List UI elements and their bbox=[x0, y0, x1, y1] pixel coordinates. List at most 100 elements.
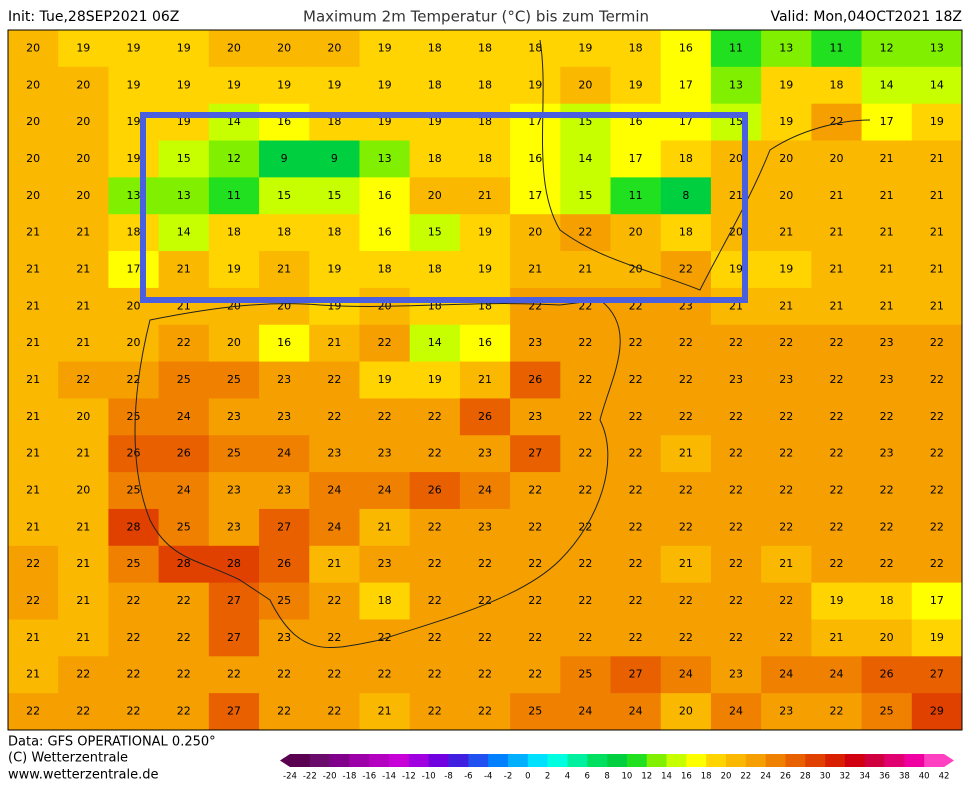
temperature-cell bbox=[409, 508, 461, 547]
temperature-value: 17 bbox=[629, 152, 643, 165]
temperature-value: 22 bbox=[177, 594, 191, 607]
temperature-cell bbox=[911, 693, 963, 731]
temperature-value: 20 bbox=[327, 41, 341, 54]
temperature-value: 13 bbox=[779, 41, 793, 54]
temperature-cell bbox=[761, 398, 812, 436]
temperature-value: 17 bbox=[679, 78, 693, 91]
temperature-cell bbox=[459, 435, 511, 473]
colorbar-segment bbox=[369, 754, 390, 767]
copyright: (C) Wetterzentrale bbox=[8, 751, 128, 766]
temperature-cell bbox=[58, 435, 109, 473]
temperature-cell bbox=[660, 287, 712, 326]
temperature-cell bbox=[660, 693, 712, 731]
temperature-cell bbox=[359, 30, 411, 68]
temperature-value: 21 bbox=[880, 262, 894, 275]
temperature-value: 22 bbox=[578, 447, 592, 460]
temperature-value: 19 bbox=[729, 262, 743, 275]
temperature-value: 15 bbox=[729, 115, 743, 128]
colorbar-segment bbox=[726, 754, 747, 767]
temperature-value: 19 bbox=[227, 78, 241, 91]
temperature-value: 19 bbox=[378, 78, 392, 91]
temperature-value: 19 bbox=[478, 226, 492, 239]
temperature-cell bbox=[911, 398, 963, 436]
temperature-value: 22 bbox=[779, 410, 793, 423]
temperature-value: 18 bbox=[327, 226, 341, 239]
colorbar-segment bbox=[587, 754, 608, 767]
temperature-cell bbox=[158, 619, 210, 657]
temperature-cell bbox=[409, 435, 461, 473]
temperature-value: 21 bbox=[930, 152, 944, 165]
temperature-cell bbox=[911, 214, 963, 252]
temperature-value: 21 bbox=[829, 262, 843, 275]
temperature-cell bbox=[911, 177, 963, 215]
temperature-cell bbox=[459, 508, 511, 547]
temperature-value: 22 bbox=[679, 484, 693, 497]
temperature-value: 18 bbox=[629, 41, 643, 54]
temperature-cell bbox=[158, 435, 210, 473]
colorbar-segment bbox=[626, 754, 648, 767]
temperature-cell bbox=[108, 361, 160, 399]
temperature-cell bbox=[8, 66, 59, 105]
colorbar-label: -14 bbox=[382, 772, 396, 782]
temperature-cell bbox=[359, 251, 411, 289]
temperature-cell bbox=[560, 66, 612, 105]
temperature-cell bbox=[811, 66, 863, 105]
temperature-value: 27 bbox=[930, 668, 944, 681]
temperature-value: 26 bbox=[177, 447, 191, 460]
colorbar-label: -8 bbox=[444, 772, 452, 782]
temperature-cell bbox=[861, 619, 913, 657]
temperature-value: 22 bbox=[277, 668, 291, 681]
temperature-cell bbox=[108, 103, 160, 142]
temperature-value: 21 bbox=[76, 262, 90, 275]
temperature-value: 21 bbox=[829, 299, 843, 312]
temperature-value: 18 bbox=[428, 152, 442, 165]
temperature-value: 21 bbox=[76, 557, 90, 570]
temperature-value: 12 bbox=[227, 152, 241, 165]
temperature-value: 22 bbox=[378, 631, 392, 644]
temperature-cell bbox=[259, 582, 310, 620]
temperature-cell bbox=[811, 656, 863, 694]
temperature-cell bbox=[761, 545, 812, 584]
temperature-value: 23 bbox=[880, 336, 894, 349]
temperature-value: 20 bbox=[679, 705, 693, 718]
temperature-value: 23 bbox=[880, 447, 894, 460]
temperature-cell bbox=[710, 435, 762, 473]
temperature-value: 8 bbox=[682, 189, 689, 202]
temperature-value: 22 bbox=[779, 520, 793, 533]
temperature-cell bbox=[610, 103, 662, 142]
temperature-cell bbox=[58, 508, 109, 547]
temperature-value: 21 bbox=[26, 336, 40, 349]
temperature-cell bbox=[761, 435, 812, 473]
temperature-cell bbox=[409, 545, 461, 584]
temperature-value: 19 bbox=[528, 78, 542, 91]
temperature-value: 25 bbox=[578, 668, 592, 681]
temperature-cell bbox=[710, 398, 762, 436]
temperature-value: 16 bbox=[277, 115, 291, 128]
temperature-cell bbox=[911, 287, 963, 326]
temperature-cell bbox=[208, 103, 260, 142]
temperature-cell bbox=[459, 103, 511, 142]
temperature-value: 18 bbox=[378, 594, 392, 607]
colorbar-segment bbox=[329, 754, 350, 767]
temperature-value: 20 bbox=[227, 336, 241, 349]
temperature-value: 24 bbox=[177, 410, 191, 423]
temperature-cell bbox=[158, 508, 210, 547]
temperature-cell bbox=[861, 30, 913, 68]
temperature-value: 15 bbox=[177, 152, 191, 165]
temperature-cell bbox=[158, 324, 210, 363]
temperature-value: 23 bbox=[779, 373, 793, 386]
temperature-value: 22 bbox=[177, 631, 191, 644]
temperature-cell bbox=[208, 66, 260, 105]
colorbar-over bbox=[944, 754, 954, 767]
temperature-value: 21 bbox=[327, 336, 341, 349]
temperature-value: 23 bbox=[478, 447, 492, 460]
temperature-cell bbox=[459, 30, 511, 68]
valid-label: Valid: Mon,04OCT2021 18Z bbox=[770, 9, 962, 25]
temperature-value: 22 bbox=[177, 336, 191, 349]
temperature-value: 27 bbox=[629, 668, 643, 681]
temperature-cell bbox=[761, 287, 812, 326]
temperature-cell bbox=[108, 582, 160, 620]
temperature-value: 22 bbox=[829, 115, 843, 128]
temperature-cell bbox=[610, 656, 662, 694]
temperature-cell bbox=[560, 214, 612, 252]
